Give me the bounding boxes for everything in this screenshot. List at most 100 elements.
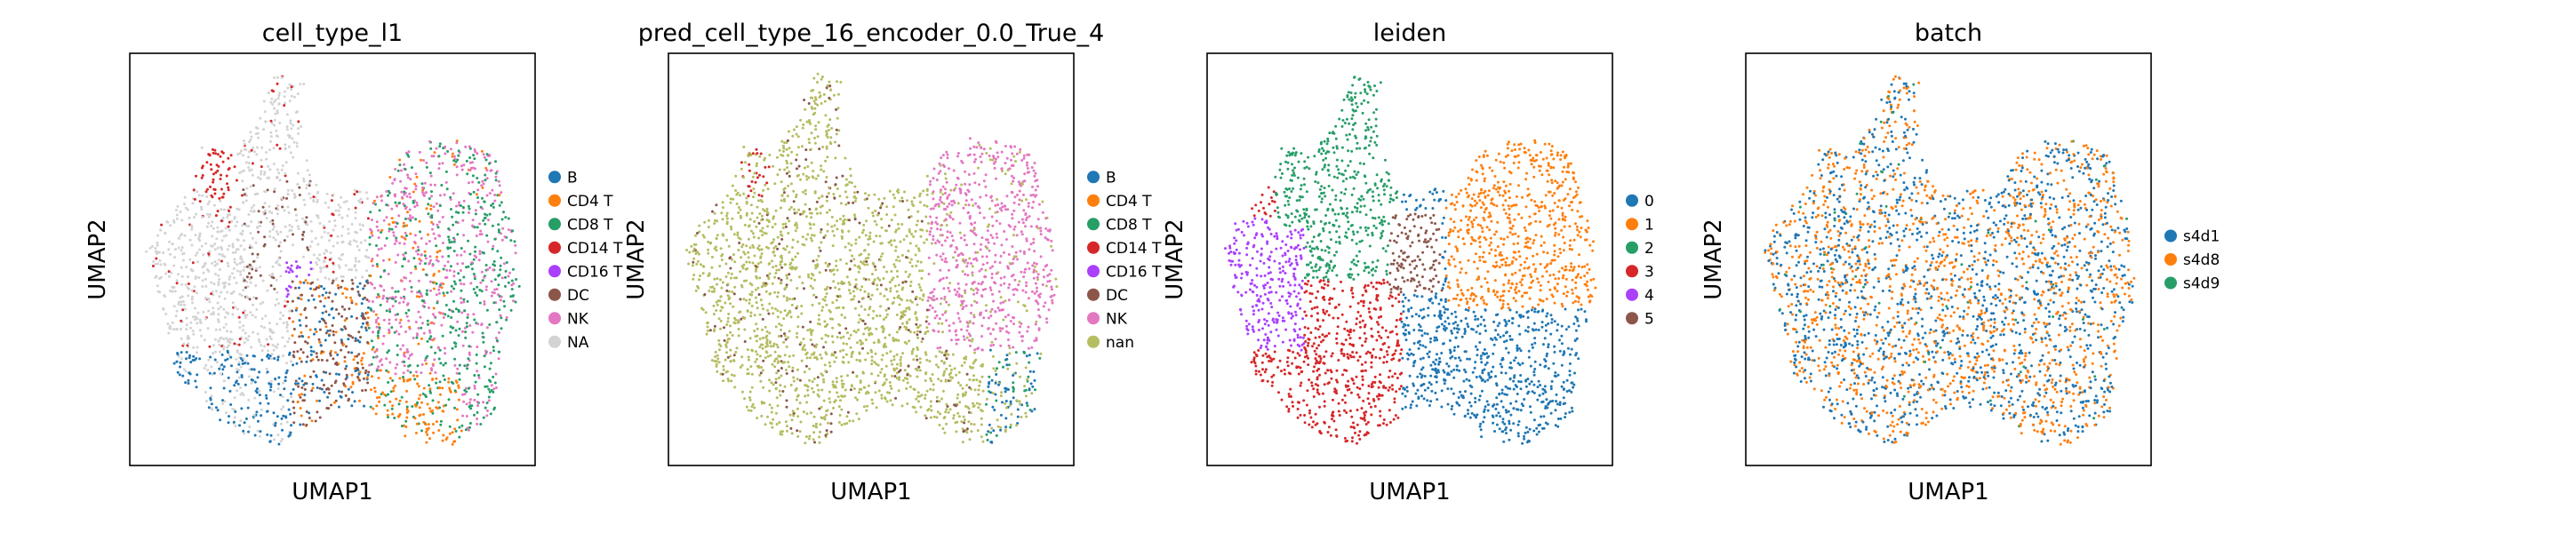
scatter-point (487, 395, 491, 399)
scatter-point (395, 318, 398, 322)
scatter-point (828, 89, 832, 91)
scatter-point (279, 230, 283, 234)
scatter-point (429, 183, 433, 187)
scatter-point (999, 276, 1003, 280)
scatter-point (354, 370, 357, 373)
scatter-point (400, 425, 404, 428)
scatter-point (905, 235, 908, 238)
scatter-point (820, 76, 824, 78)
scatter-point (366, 323, 370, 327)
scatter-point (801, 282, 804, 284)
scatter-point (456, 418, 460, 422)
scatter-point (358, 370, 362, 374)
scatter-point (421, 304, 425, 307)
scatter-point (908, 318, 911, 322)
scatter-point (332, 244, 335, 248)
scatter-point (483, 200, 486, 203)
scatter-point (956, 152, 960, 155)
scatter-point (154, 275, 157, 279)
scatter-point (876, 374, 880, 378)
scatter-point (915, 322, 918, 326)
scatter-point (476, 152, 479, 155)
scatter-point (181, 308, 185, 312)
scatter-point (252, 330, 254, 334)
scatter-point (247, 375, 251, 378)
scatter-point (729, 348, 732, 352)
scatter-point (843, 282, 846, 285)
scatter-point (188, 288, 191, 290)
scatter-point (873, 193, 876, 196)
scatter-point (475, 362, 478, 365)
scatter-point (494, 337, 498, 339)
scatter-point (285, 196, 288, 200)
scatter-point (260, 344, 263, 347)
scatter-point (956, 290, 959, 294)
scatter-point (380, 194, 383, 197)
scatter-point (367, 299, 371, 303)
scatter-point (269, 119, 273, 123)
scatter-point (431, 423, 435, 426)
scatter-point (937, 204, 940, 208)
scatter-point (788, 208, 791, 211)
scatter-point (918, 297, 922, 300)
scatter-point (782, 340, 786, 344)
scatter-point (853, 185, 857, 188)
scatter-point (422, 331, 426, 335)
scatter-point (437, 162, 441, 165)
scatter-point (1035, 338, 1038, 342)
scatter-point (290, 94, 293, 98)
scatter-point (251, 252, 254, 256)
scatter-point (739, 237, 742, 241)
scatter-point (260, 414, 263, 418)
scatter-point (324, 249, 328, 252)
scatter-point (390, 217, 394, 220)
scatter-point (375, 225, 379, 228)
scatter-point (883, 381, 886, 385)
scatter-point (786, 425, 788, 428)
scatter-point (818, 441, 821, 444)
scatter-point (1044, 236, 1047, 239)
scatter-point (492, 349, 495, 353)
scatter-point (439, 362, 443, 365)
scatter-point (812, 293, 816, 297)
scatter-point (269, 139, 272, 143)
scatter-point (231, 408, 235, 410)
scatter-point (989, 234, 993, 237)
scatter-point (251, 162, 254, 165)
scatter-point (798, 430, 802, 434)
scatter-point (274, 421, 277, 425)
scatter-point (916, 394, 920, 398)
scatter-point (410, 353, 413, 356)
scatter-point (356, 354, 359, 358)
scatter-point (795, 398, 798, 402)
scatter-point (940, 234, 944, 237)
scatter-point (972, 362, 975, 365)
scatter-point (1027, 202, 1030, 205)
scatter-point (825, 130, 828, 133)
scatter-point (755, 339, 758, 343)
scatter-point (483, 303, 486, 306)
scatter-point (912, 358, 916, 362)
scatter-point (207, 252, 211, 256)
scatter-point (960, 251, 964, 255)
scatter-point (699, 274, 701, 277)
scatter-point (332, 333, 335, 337)
scatter-point (827, 334, 830, 338)
scatter-point (259, 302, 262, 306)
scatter-point (376, 265, 380, 268)
scatter-point (468, 207, 471, 211)
scatter-point (266, 354, 268, 358)
scatter-point (500, 316, 503, 320)
scatter-point (180, 282, 184, 286)
scatter-point (742, 192, 746, 195)
scatter-point (441, 386, 444, 390)
scatter-point (859, 317, 862, 321)
scatter-point (181, 252, 184, 256)
scatter-point (481, 251, 484, 254)
scatter-point (745, 244, 748, 248)
scatter-point (510, 288, 514, 290)
scatter-point (432, 274, 436, 277)
scatter-point (707, 248, 710, 251)
scatter-point (1045, 264, 1049, 266)
scatter-point (773, 254, 777, 258)
